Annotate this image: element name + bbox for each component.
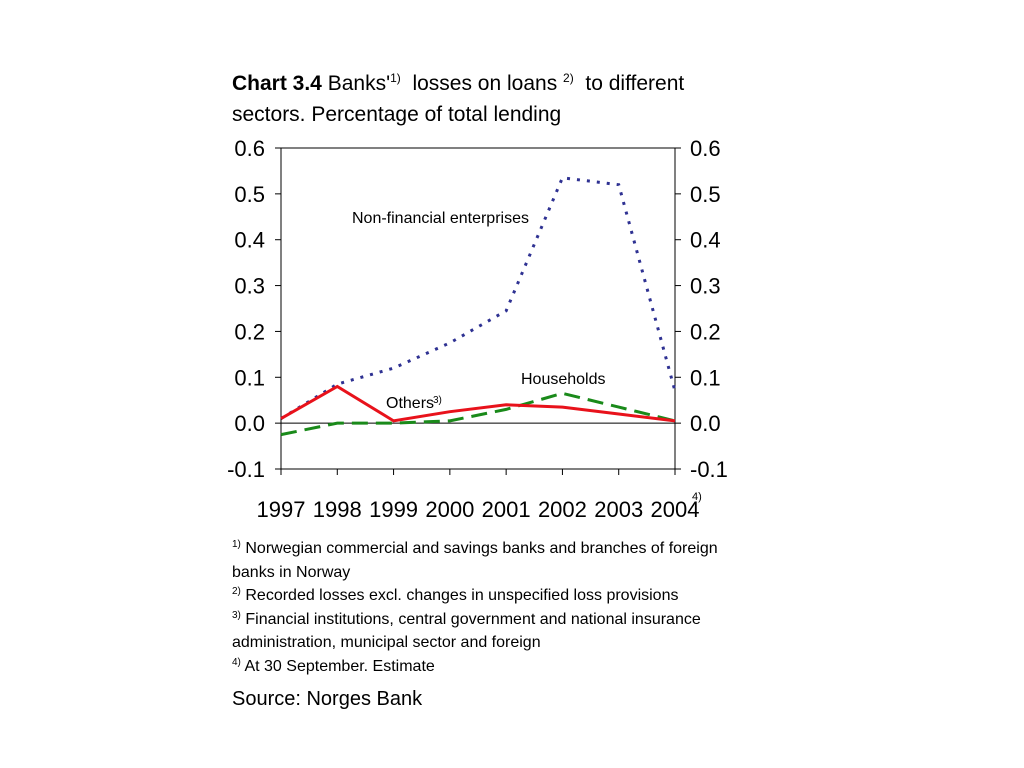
source-text: Source: Norges Bank (232, 688, 423, 710)
title-footnote-1: 1) (390, 71, 401, 85)
label-non-financial-enterprises: Non-financial enterprises (352, 210, 529, 227)
y-tick-label-left: 0.4 (234, 228, 265, 253)
chart-title: Chart 3.4 Banks'1) losses on loans 2) to… (232, 68, 702, 130)
y-tick-label-right: 0.4 (690, 228, 721, 253)
x-tick-label: 2001 (482, 497, 531, 522)
y-tick-label-right: 0.5 (690, 182, 721, 207)
series-line-others (280, 384, 676, 423)
title-part-3: to different sectors. Percentage of tota… (232, 72, 685, 126)
chart-axes: 0.6 0.6 0.5 0.5 0.4 0.4 0.3 0.3 0.2 0.2 0.1 0.1 0.0 0… (227, 136, 728, 522)
y-tick-label-right: 0.3 (690, 274, 721, 299)
y-tick-label-left: -0.1 (227, 457, 265, 482)
footnote-1: 1) Norwegian commercial and savings bank… (232, 537, 742, 584)
x-tick-label: 2004 (651, 497, 700, 522)
title-part-1: Banks' (327, 72, 391, 95)
chart-annotations: Non-financial enterprises Households Other… (352, 210, 606, 412)
footnote-text: At 30 September. Estimate (244, 657, 435, 675)
footnote-mark: 2) (232, 586, 241, 597)
x-tick-label: 1998 (313, 497, 362, 522)
footnote-2: 2) Recorded losses excl. changes in unsp… (232, 584, 742, 608)
series-line-non-financial-enterprises (280, 176, 677, 420)
footnote-text: Recorded losses excl. changes in unspeci… (245, 587, 679, 604)
y-tick-label-right: 0.6 (690, 136, 721, 161)
footnote-mark: 4) (232, 656, 241, 668)
x-tick-label: 2003 (594, 497, 643, 522)
chart-number: Chart 3.4 (232, 72, 322, 95)
y-tick-label-right: 0.2 (690, 319, 721, 344)
x-tick-footnote: 4) (692, 491, 702, 503)
x-tick-label: 1997 (257, 497, 306, 522)
chart-series (280, 176, 677, 437)
y-tick-label-left: 0.2 (234, 319, 265, 344)
y-tick-label-left: 0.1 (234, 365, 265, 390)
footnote-mark: 1) (232, 539, 241, 550)
label-others: Others (386, 395, 434, 412)
x-tick-label: 2000 (425, 497, 474, 522)
footnote-text: Financial institutions, central governme… (232, 610, 701, 652)
label-households: Households (521, 371, 606, 388)
footnote-4: 4) At 30 September. Estimate (232, 655, 742, 679)
y-tick-label-left: 0.5 (234, 182, 265, 207)
y-tick-label-right: 0.1 (690, 365, 721, 390)
footnote-mark: 3) (232, 609, 241, 621)
plot-frame (280, 147, 676, 470)
y-tick-label-left: 0.0 (234, 411, 265, 436)
y-tick-label-right: -0.1 (690, 457, 728, 482)
footnotes: 1) Norwegian commercial and savings bank… (232, 537, 742, 678)
y-tick-label-left: 0.3 (234, 274, 265, 299)
y-tick-label-left: 0.6 (234, 136, 265, 161)
x-tick-label: 2002 (538, 497, 587, 522)
title-part-2: losses on loans (412, 72, 558, 95)
label-others-footnote: 3) (433, 395, 442, 406)
x-tick-label: 1999 (369, 497, 418, 522)
footnote-text: Norwegian commercial and savings banks a… (232, 540, 718, 581)
y-tick-label-right: 0.0 (690, 411, 721, 436)
title-footnote-2: 2) (563, 71, 574, 85)
footnote-3: 3) Financial institutions, central gover… (232, 608, 742, 655)
series-line-households (280, 391, 676, 437)
